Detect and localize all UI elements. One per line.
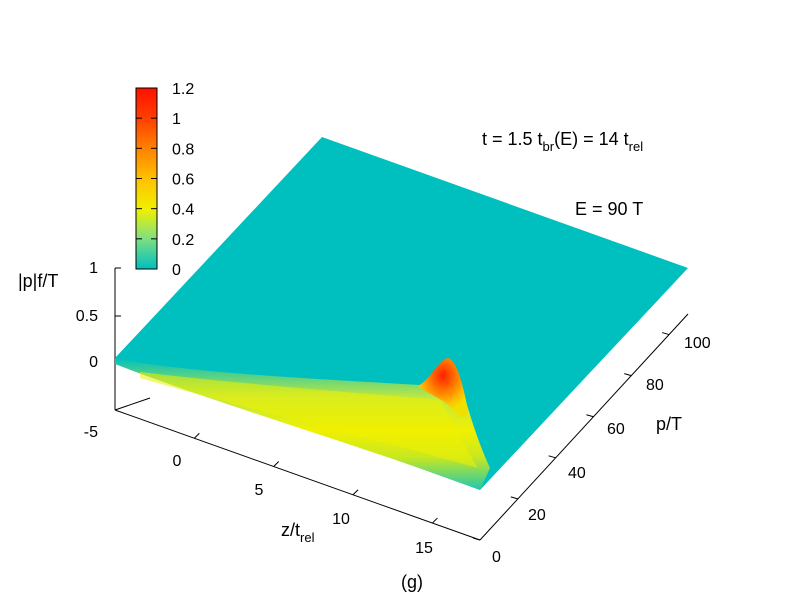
- y-tick-label-100: 100: [684, 335, 711, 352]
- y-tick-40: [548, 455, 556, 459]
- annotation-time-sub1: br: [543, 139, 555, 154]
- surface-peak: [418, 358, 468, 417]
- surface-ridge-highlight: [140, 372, 478, 468]
- z-axis-label: |p|f/T: [18, 271, 58, 291]
- y-axis-label: p/T: [656, 414, 682, 434]
- y-axis-ticks: [472, 332, 670, 541]
- y-tick-label-0: 0: [492, 549, 501, 566]
- x-tick-label-5: 5: [255, 482, 264, 499]
- colorbar-tick-label: 0.4: [172, 202, 194, 219]
- colorbar-tick-label: 0.8: [172, 141, 194, 158]
- x-tick-10: [352, 489, 359, 496]
- colorbar: 1.2 1 0.8 0.6 0.4 0.2 0: [135, 81, 194, 279]
- x-tick-0: [193, 432, 200, 439]
- colorbar-tick-label: 0.2: [172, 232, 194, 249]
- x-axis-ticks: [193, 432, 438, 524]
- z-axis: [114, 267, 121, 410]
- x-tick-label-15: 15: [415, 540, 433, 557]
- colorbar-tick-label: 1.2: [172, 81, 194, 98]
- floor-frame: [114, 313, 689, 541]
- y-tick-20: [510, 496, 518, 500]
- annotation-energy: E = 90 T: [575, 199, 643, 219]
- x-axis-label: z/trel: [281, 520, 315, 545]
- annotation-time-sub2: rel: [629, 139, 644, 154]
- panel-label: (g): [401, 572, 423, 592]
- x-tick-15: [432, 517, 438, 524]
- colorbar-ticks: [136, 87, 157, 270]
- x-axis-label-sub: rel: [300, 530, 315, 545]
- colorbar-tick-label: 1: [172, 111, 181, 128]
- y-tick-0: [472, 537, 481, 541]
- annotation-time: t = 1.5 tbr(E) = 14 trel: [482, 129, 643, 154]
- x-tick-label-10: 10: [332, 511, 350, 528]
- colorbar-tick-labels: 1.2 1 0.8 0.6 0.4 0.2 0: [172, 81, 194, 279]
- y-tick-60: [586, 414, 594, 418]
- y-tick-100: [661, 332, 670, 336]
- x-tick-5: [273, 461, 280, 467]
- y-tick-80: [624, 373, 632, 377]
- y-tick-label-60: 60: [607, 421, 625, 438]
- y-tick-label-80: 80: [646, 377, 664, 394]
- z-tick-label-0.5: 0.5: [76, 308, 98, 325]
- z-tick-label-0: 0: [89, 354, 98, 371]
- colorbar-tick-label: 0.6: [172, 172, 194, 189]
- x-tick-label-0: 0: [173, 453, 182, 470]
- floor-tick-label: -5: [84, 424, 98, 441]
- x-axis-label-main: z/t: [281, 520, 300, 540]
- colorbar-tick-label: 0: [172, 262, 181, 279]
- annotation-time-main: t = 1.5 t: [482, 129, 543, 149]
- y-tick-label-40: 40: [568, 465, 586, 482]
- annotation-time-mid: (E) = 14 t: [554, 129, 629, 149]
- y-tick-label-20: 20: [528, 507, 546, 524]
- z-tick-label-1: 1: [89, 260, 98, 277]
